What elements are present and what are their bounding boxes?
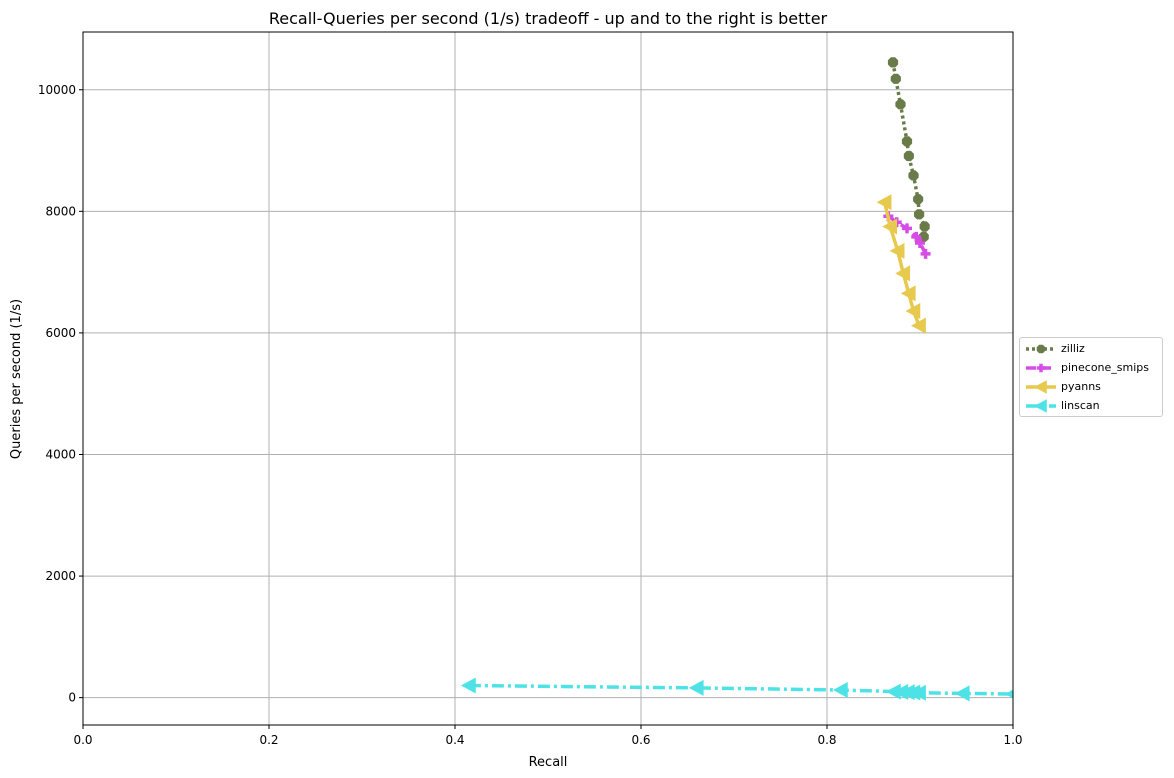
y-tick-label: 8000 (45, 204, 76, 218)
plot-frame (82, 31, 1014, 726)
data-point (901, 223, 912, 234)
data-point (1036, 344, 1046, 354)
data-point (885, 683, 901, 700)
series-line (468, 683, 1013, 696)
legend-item-pyanns: pyanns (1020, 378, 1160, 396)
data-point (919, 221, 930, 232)
legend: zilliz pinecone_smips pyanns linscan (1019, 337, 1163, 417)
data-point (911, 231, 922, 242)
x-tick-label: 1.0 (1003, 733, 1022, 747)
data-point (876, 194, 892, 211)
series-line (891, 62, 927, 238)
legend-label: pyanns (1061, 380, 1101, 393)
data-point (914, 209, 925, 220)
x-tick-label: 0.0 (73, 733, 92, 747)
data-point (913, 194, 924, 205)
data-point (903, 150, 914, 162)
data-point (832, 682, 848, 699)
data-point (895, 265, 911, 282)
data-point (1005, 689, 1013, 699)
y-tick-label: 0 (68, 691, 76, 705)
legend-label: zilliz (1061, 342, 1085, 355)
chart-title: Recall-Queries per second (1/s) tradeoff… (269, 9, 828, 28)
x-tick-label: 0.8 (817, 733, 836, 747)
data-point (905, 303, 921, 320)
series-layer (460, 57, 1013, 702)
legend-item-pinecone-smips: pinecone_smips (1020, 359, 1160, 377)
data-point (1034, 380, 1047, 394)
data-point (911, 317, 926, 334)
data-point (915, 237, 925, 248)
series-linscan (460, 677, 1013, 702)
series-zilliz (887, 57, 930, 242)
data-point (895, 99, 906, 110)
data-point (901, 136, 913, 147)
y-tick-label: 4000 (45, 447, 76, 461)
data-point (889, 242, 905, 259)
data-point (920, 248, 931, 259)
x-tick-label: 0.6 (631, 733, 650, 747)
y-axis-label: Queries per second (1/s) (9, 299, 24, 459)
legend-label: pinecone_smips (1061, 361, 1150, 374)
grid (82, 32, 1014, 725)
x-axis-ticks: 0.0 0.2 0.4 0.6 0.8 1.0 (73, 725, 1023, 747)
data-point (882, 218, 898, 235)
data-point (890, 73, 901, 84)
data-point (887, 57, 899, 68)
data-point (911, 684, 926, 701)
x-tick-label: 0.2 (259, 733, 278, 747)
legend-item-linscan: linscan (1020, 397, 1160, 415)
series-pyanns (876, 194, 926, 334)
data-point (688, 679, 704, 696)
x-axis-label: Recall (529, 755, 568, 770)
y-tick-label: 10000 (38, 83, 76, 97)
data-point (908, 170, 919, 181)
y-axis-ticks: 0 2000 4000 6000 8000 10000 (38, 83, 83, 705)
legend-item-zilliz: zilliz (1020, 340, 1160, 358)
x-tick-label: 0.4 (445, 733, 464, 747)
data-point (1036, 363, 1046, 373)
data-point (954, 685, 970, 702)
y-tick-label: 6000 (45, 326, 76, 340)
data-point (1034, 399, 1047, 413)
data-point (460, 677, 476, 694)
y-tick-label: 2000 (45, 569, 76, 583)
legend-label: linscan (1061, 399, 1100, 412)
data-point (900, 285, 916, 302)
